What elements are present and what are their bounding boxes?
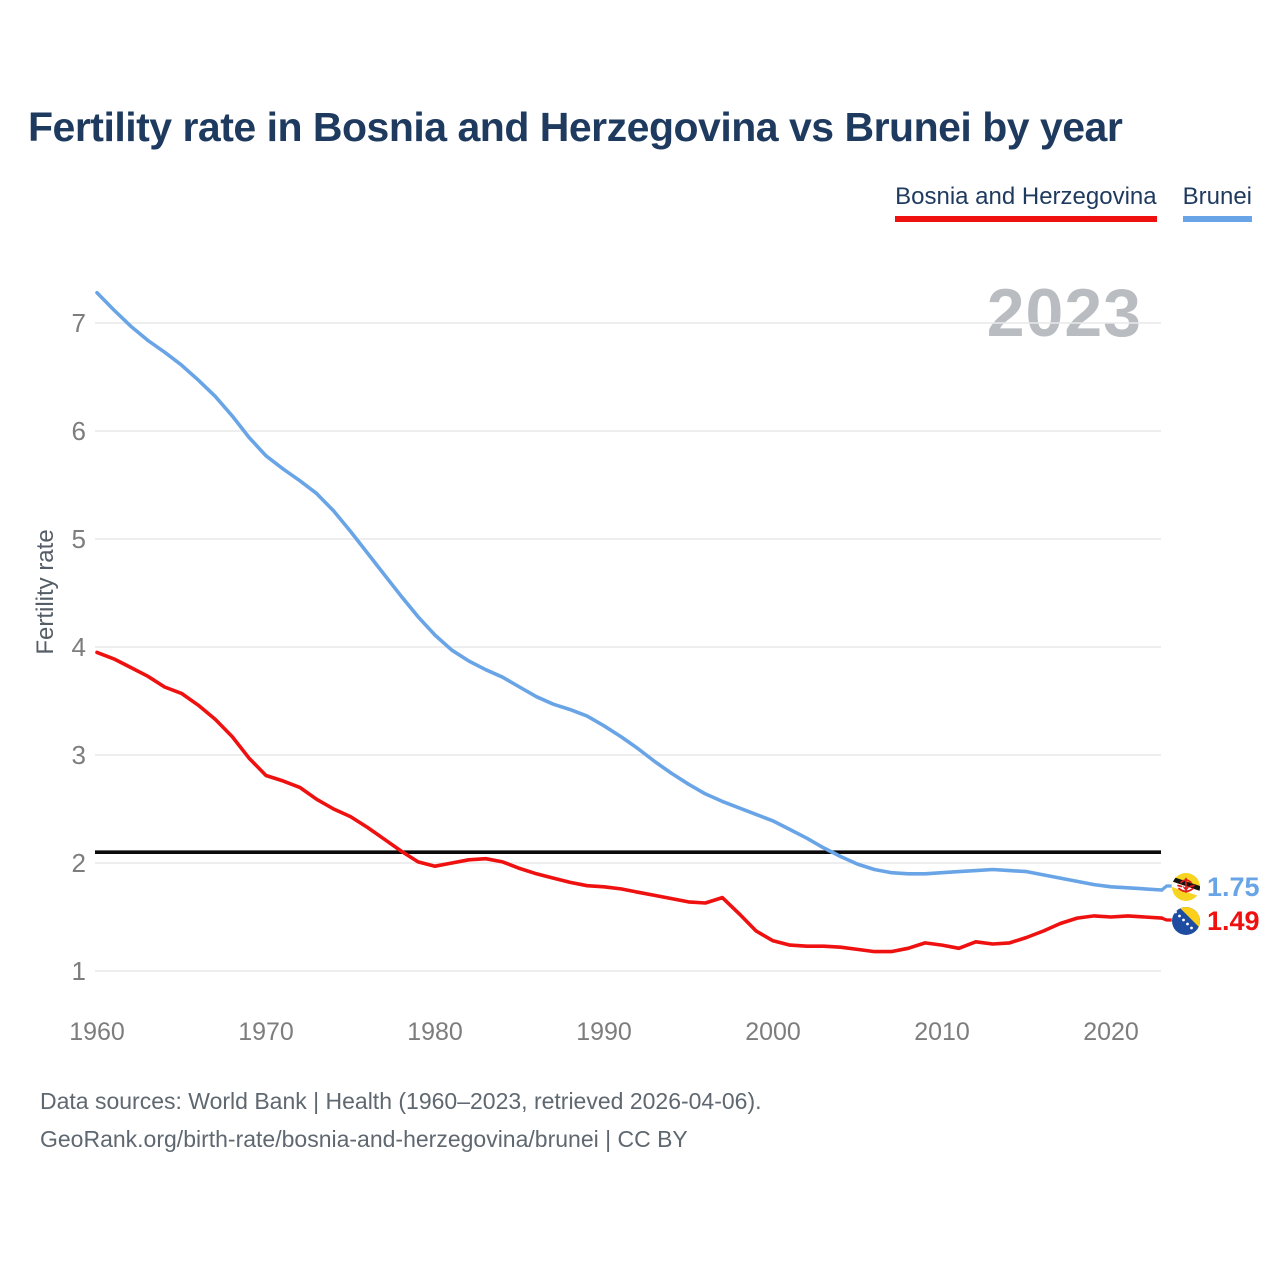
x-tick-label: 2020 (1083, 1018, 1139, 1046)
y-tick-label: 6 (72, 416, 86, 446)
bosnia-and-herzegovina-flag-icon (1172, 907, 1200, 935)
footer: Data sources: World Bank | Health (1960–… (40, 1082, 762, 1158)
bosnia-end-value-label: 1.49 (1207, 906, 1260, 936)
x-tick-label: 1970 (238, 1018, 294, 1046)
brunei-end-value-label: 1.75 (1207, 872, 1260, 902)
x-tick-label: 2000 (745, 1018, 801, 1046)
y-tick-label: 1 (72, 956, 86, 986)
y-tick-label: 3 (72, 740, 86, 770)
watermark-year: 2023 (986, 275, 1142, 351)
x-tick-label: 1980 (407, 1018, 463, 1046)
end-connector (1161, 916, 1172, 922)
legend: Bosnia and Herzegovina Brunei (895, 183, 1252, 222)
attribution-line: GeoRank.org/birth-rate/bosnia-and-herzeg… (40, 1126, 688, 1152)
end-connector (1160, 884, 1172, 892)
legend-item-bosnia-and-herzegovina[interactable]: Bosnia and Herzegovina (895, 183, 1157, 222)
data-source-line: Data sources: World Bank | Health (1960–… (40, 1088, 762, 1114)
y-tick-label: 5 (72, 524, 86, 554)
brunei-line (95, 290, 1164, 892)
x-tick-label: 2010 (914, 1018, 970, 1046)
page-title: Fertility rate in Bosnia and Herzegovina… (28, 104, 1123, 150)
y-tick-label: 2 (72, 848, 86, 878)
x-tick-label: 1990 (576, 1018, 632, 1046)
y-tick-label: 7 (72, 308, 86, 338)
brunei-flag-icon (1172, 873, 1200, 901)
bosnia-and-herzegovina-line (95, 650, 1164, 954)
y-tick-label: 4 (72, 632, 86, 662)
legend-item-brunei[interactable]: Brunei (1182, 183, 1252, 222)
y-axis-title: Fertility rate (32, 529, 59, 655)
x-tick-label: 1960 (69, 1018, 125, 1046)
